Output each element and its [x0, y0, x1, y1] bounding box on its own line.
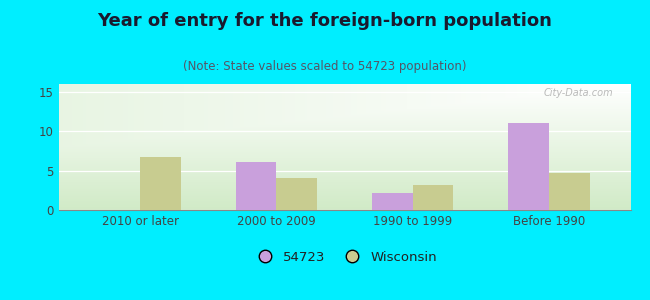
Text: City-Data.com: City-Data.com [543, 88, 614, 98]
Bar [276, 178, 317, 210]
Text: (Note: State values scaled to 54723 population): (Note: State values scaled to 54723 popu… [183, 60, 467, 73]
Bar [413, 185, 454, 210]
Bar [549, 173, 590, 210]
Bar [372, 194, 413, 210]
Legend: 54723, Wisconsin: 54723, Wisconsin [246, 245, 443, 269]
Bar [140, 157, 181, 210]
Bar [508, 123, 549, 210]
Text: Year of entry for the foreign-born population: Year of entry for the foreign-born popul… [98, 12, 552, 30]
Bar [235, 162, 276, 210]
